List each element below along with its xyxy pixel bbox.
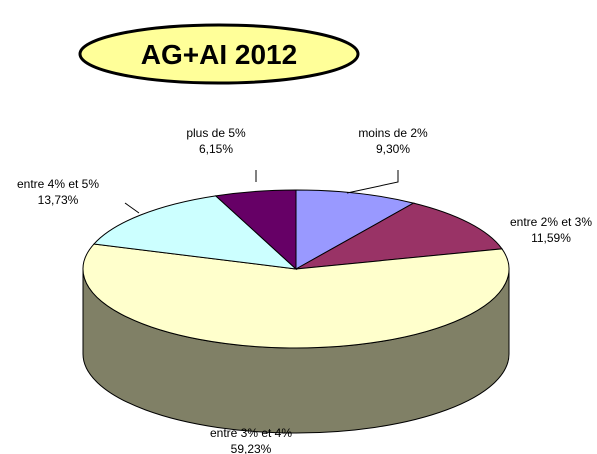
pie-label-plus-de-5pct: plus de 5% 6,15% [186, 126, 246, 156]
pie-slice-moins-de-2pct [295, 189, 415, 270]
chart-title-ellipse [78, 23, 360, 85]
pie-label-value: 59,23% [231, 442, 272, 454]
pie-label-entre-3pct-et-4pct: entre 3% et 4% 59,23% [210, 426, 292, 454]
pie-slice-entre-4pct-et-5pct [92, 195, 298, 270]
pie-label-value: 11,59% [531, 231, 571, 245]
pie-label-value: 13,73% [38, 193, 79, 207]
pie-label-category: entre 3% et 4% [210, 426, 292, 440]
chart-title-banner: AG+AI 2012 [78, 23, 360, 85]
pie-label-entre-2pct-et-3pct: entre 2% et 3% 11,59% [510, 215, 592, 245]
pie-label-value: 9,30% [376, 142, 410, 156]
pie-slices [82, 189, 510, 349]
pie-leader-lines [124, 170, 399, 214]
pie-label-category: entre 4% et 5% [17, 177, 99, 191]
leader-line-entre-4pct-et-5pct [124, 202, 140, 214]
pie-label-category: entre 2% et 3% [510, 215, 592, 229]
pie-label-value: 6,15% [199, 142, 233, 156]
pie-label-category: moins de 2% [358, 126, 428, 140]
pie-labels: moins de 2% 9,30%entre 2% et 3% 11,59%entr… [17, 126, 592, 454]
pie-slice-plus-de-5pct [214, 189, 297, 271]
leader-line-moins-de-2pct [346, 170, 399, 194]
pie-slice-entre-3pct-et-4pct [82, 243, 510, 349]
pie-label-entre-4pct-et-5pct: entre 4% et 5% 13,73% [17, 177, 99, 207]
chart-title: AG+AI 2012 [141, 39, 297, 70]
pie-label-moins-de-2pct: moins de 2% 9,30% [358, 126, 428, 156]
pie-slice-entre-2pct-et-3pct [295, 202, 503, 270]
pie-label-category: plus de 5% [186, 126, 246, 140]
